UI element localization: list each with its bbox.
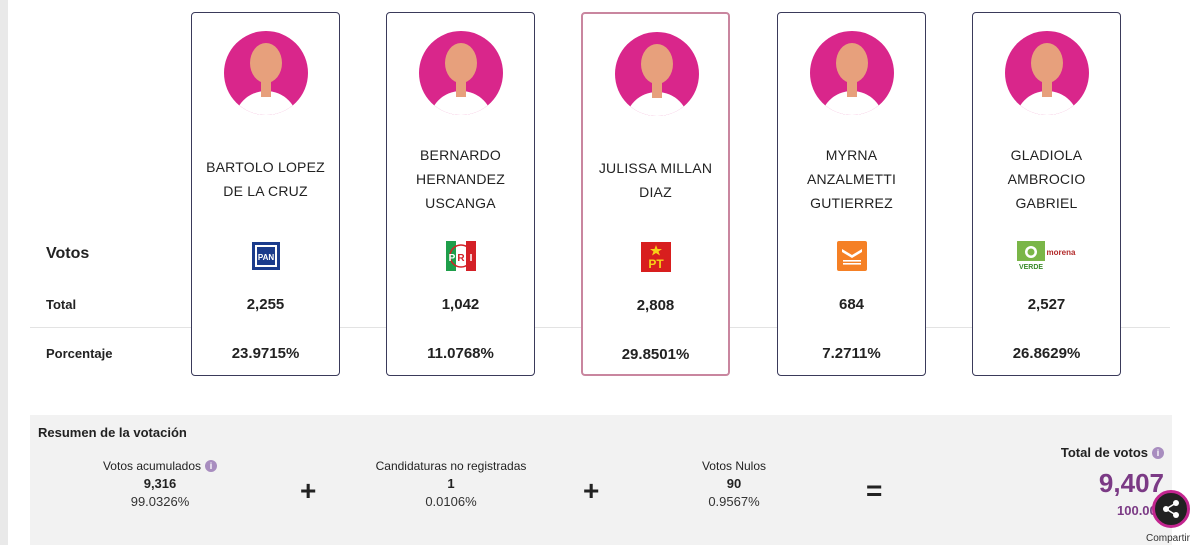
percentage-row-label: Porcentaje: [46, 346, 113, 361]
null-votes-percentage: 0.9567%: [708, 494, 760, 509]
total-votes-label: Total de votos: [1060, 445, 1148, 460]
total-row-label: Total: [46, 297, 77, 312]
candidate-total: 1,042: [441, 296, 480, 313]
morena-logo-text: morena: [1046, 248, 1075, 257]
verde-logo-text: VERDE: [1018, 264, 1042, 271]
candidate-total: 2,527: [1027, 296, 1066, 313]
pri-logo-icon: P R I: [445, 241, 476, 276]
pri-logo-r: R: [457, 253, 465, 264]
candidate-name: BERNARDO HERNANDEZ USCANGA: [416, 147, 505, 211]
accumulated-votes-block: Votos acumulados i 9,316 99.0326%: [90, 459, 230, 509]
unregistered-candidates-label: Candidaturas no registradas: [375, 459, 527, 473]
null-votes-count: 90: [726, 476, 742, 491]
candidate-card-highlighted: JULISSA MILLAN DIAZ PT 2,808 29.8501%: [581, 12, 730, 376]
movimiento-ciudadano-logo-icon: [836, 241, 867, 276]
accumulated-votes-label: Votos acumulados: [102, 459, 202, 473]
pt-logo-icon: PT: [640, 242, 671, 277]
candidate-avatar-icon: [419, 31, 503, 115]
share-icon: [1163, 500, 1179, 518]
candidate-card: MYRNA ANZALMETTI GUTIERREZ 684 7.2711%: [777, 12, 926, 376]
pri-logo-i: I: [469, 253, 472, 264]
candidate-total: 2,808: [636, 297, 675, 314]
pan-logo-text: PAN: [257, 253, 274, 262]
total-votes-percentage: 100.000: [1117, 503, 1164, 518]
share-label[interactable]: Compartir: [1146, 533, 1190, 544]
candidate-percentage: 26.8629%: [1012, 345, 1081, 362]
vote-summary-panel: Resumen de la votación Votos acumulados i…: [30, 415, 1172, 545]
candidate-percentage: 7.2711%: [822, 345, 881, 362]
pt-logo-text: PT: [648, 257, 664, 271]
candidate-avatar-icon: [810, 31, 894, 115]
unregistered-candidates-block: Candidaturas no registradas 1 0.0106%: [352, 459, 550, 509]
verde-morena-logo-icon: VERDE morena: [1016, 241, 1077, 276]
candidate-avatar-icon: [1005, 31, 1089, 115]
pan-logo-icon: PAN: [250, 241, 281, 276]
accumulated-votes-percentage: 99.0326%: [130, 494, 190, 509]
candidate-avatar-icon: [615, 32, 699, 116]
share-button[interactable]: [1152, 490, 1190, 528]
candidate-card: BARTOLO LOPEZ DE LA CRUZ PAN 2,255 23.97…: [191, 12, 340, 376]
null-votes-block: Votos Nulos 90 0.9567%: [674, 459, 794, 509]
votes-heading: Votos: [46, 245, 90, 262]
equals-operator: =: [866, 475, 883, 506]
candidate-percentage: 23.9715%: [231, 345, 300, 362]
candidate-total: 2,255: [246, 296, 285, 313]
candidate-name: MYRNA ANZALMETTI GUTIERREZ: [806, 147, 897, 211]
summary-title: Resumen de la votación: [38, 425, 187, 440]
candidate-name: BARTOLO LOPEZ DE LA CRUZ: [206, 159, 325, 199]
unregistered-candidates-count: 1: [447, 476, 455, 491]
candidate-total: 684: [838, 296, 865, 313]
candidate-avatar-icon: [224, 31, 308, 115]
info-icon[interactable]: i: [205, 460, 218, 472]
candidate-name: GLADIOLA AMBROCIO GABRIEL: [1007, 147, 1086, 211]
unregistered-candidates-percentage: 0.0106%: [425, 494, 477, 509]
candidate-percentage: 29.8501%: [621, 346, 690, 363]
info-icon[interactable]: i: [1152, 447, 1164, 459]
plus-operator: +: [300, 475, 317, 506]
plus-operator: +: [583, 475, 600, 506]
total-votes-value: 9,407: [1098, 468, 1164, 498]
total-votes-block: Total de votos i 9,407 100.000: [1061, 445, 1164, 518]
candidate-card: BERNARDO HERNANDEZ USCANGA P R I 1,042 1…: [386, 12, 535, 376]
candidate-name: JULISSA MILLAN DIAZ: [598, 160, 713, 200]
accumulated-votes-count: 9,316: [143, 476, 177, 491]
left-scroll-gutter: [0, 0, 8, 545]
null-votes-label: Votos Nulos: [701, 459, 767, 473]
pri-logo-p: P: [448, 253, 455, 264]
candidate-card: GLADIOLA AMBROCIO GABRIEL VERDE morena 2…: [972, 12, 1121, 376]
candidate-percentage: 11.0768%: [427, 345, 494, 362]
